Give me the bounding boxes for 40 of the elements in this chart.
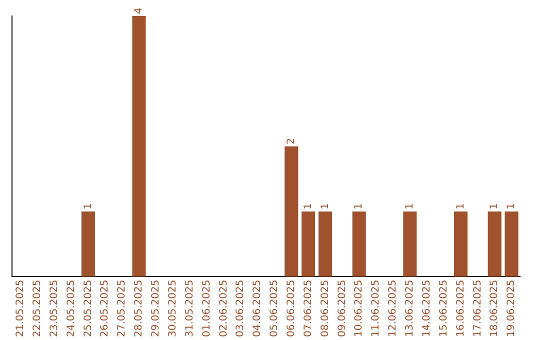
x-tick-label: 07.06.2025 <box>302 280 314 338</box>
x-tick-label: 10.06.2025 <box>354 280 365 338</box>
x-tick-label: 23.05.2025 <box>48 280 60 338</box>
x-tick-label: 26.05.2025 <box>100 280 111 338</box>
x-tick-label: 27.05.2025 <box>116 280 128 338</box>
x-tick-label: 25.05.2025 <box>82 280 94 338</box>
x-tick-label: 03.06.2025 <box>235 280 246 338</box>
data-label: 1 <box>82 203 94 210</box>
x-tick-label: 21.05.2025 <box>15 280 26 338</box>
x-tick-label: 31.05.2025 <box>184 280 196 338</box>
data-label: 1 <box>354 203 365 210</box>
x-tick-label: 14.06.2025 <box>421 280 432 338</box>
x-tick-label: 30.05.2025 <box>167 280 178 338</box>
x-tick-label: 08.06.2025 <box>320 280 331 338</box>
x-tick-label: 22.05.2025 <box>32 280 43 338</box>
data-label: 1 <box>302 203 314 210</box>
x-tick-label: 13.06.2025 <box>404 280 416 338</box>
x-tick-label: 16.06.2025 <box>455 280 466 338</box>
data-label: 4 <box>134 8 145 14</box>
x-tick-label: 01.06.2025 <box>201 280 212 338</box>
x-tick-label: 05.06.2025 <box>269 280 280 338</box>
data-label: 1 <box>455 203 466 210</box>
x-tick-label: 02.06.2025 <box>218 280 230 338</box>
x-tick-label: 11.06.2025 <box>370 280 382 338</box>
x-tick-label: 19.06.2025 <box>506 280 518 338</box>
x-tick-label: 04.06.2025 <box>252 280 264 338</box>
data-label: 1 <box>506 203 518 210</box>
x-tick-label: 09.06.2025 <box>336 280 348 338</box>
x-tick-label: 28.05.2025 <box>134 280 145 338</box>
x-tick-label: 29.05.2025 <box>150 280 162 338</box>
x-tick-label: 15.06.2025 <box>438 280 450 338</box>
x-tick-label: 06.06.2025 <box>286 280 297 338</box>
data-label: 1 <box>320 203 331 210</box>
data-label: 1 <box>404 203 416 210</box>
x-tick-label: 18.06.2025 <box>489 280 500 338</box>
x-tick-label: 17.06.2025 <box>472 280 484 338</box>
x-tick-label: 24.05.2025 <box>66 280 77 338</box>
x-tick-label: 12.06.2025 <box>388 280 399 338</box>
data-label: 1 <box>489 203 500 210</box>
data-label: 2 <box>286 138 297 144</box>
